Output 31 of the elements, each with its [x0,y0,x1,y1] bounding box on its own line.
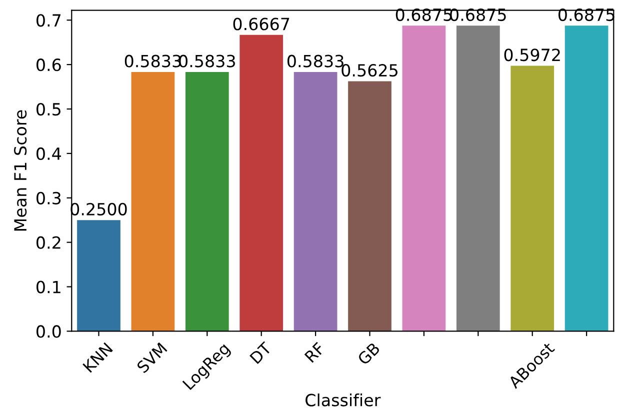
data-label: 0.6667 [233,18,290,30]
bar [240,34,284,332]
bar [131,72,175,332]
y-tick-label: 0.7 [36,14,60,27]
bar [185,72,229,332]
data-label: 0.5833 [179,54,235,68]
bar [510,66,554,332]
bar [402,26,446,332]
y-tick-label: 0.5 [36,102,60,116]
x-tick-label: GB [356,342,380,366]
bar [294,72,338,332]
data-label: 0.6875 [450,8,506,22]
y-tick-label: 0.4 [36,147,61,160]
y-axis-title: Mean F1 Score [14,110,27,231]
y-tick-label: 0.2 [36,236,60,249]
x-tick-label: DT [250,341,272,364]
bar [77,220,120,332]
data-label: 0.5972 [504,48,560,62]
data-label: 0.5833 [124,54,181,68]
bar [564,26,608,332]
bar [456,26,500,332]
data-label: 0.6875 [396,8,452,22]
y-tick-label: 0.6 [36,58,61,72]
y-tick-label: 0.0 [36,325,61,338]
x-tick-label: RF [304,342,326,363]
x-axis-title: Classifier [306,393,381,406]
data-label: 0.5833 [287,54,344,68]
data-label: 0.5625 [342,64,398,77]
y-tick-label: 0.3 [36,192,61,204]
bar [348,81,392,332]
y-tick-label: 0.1 [36,280,60,294]
